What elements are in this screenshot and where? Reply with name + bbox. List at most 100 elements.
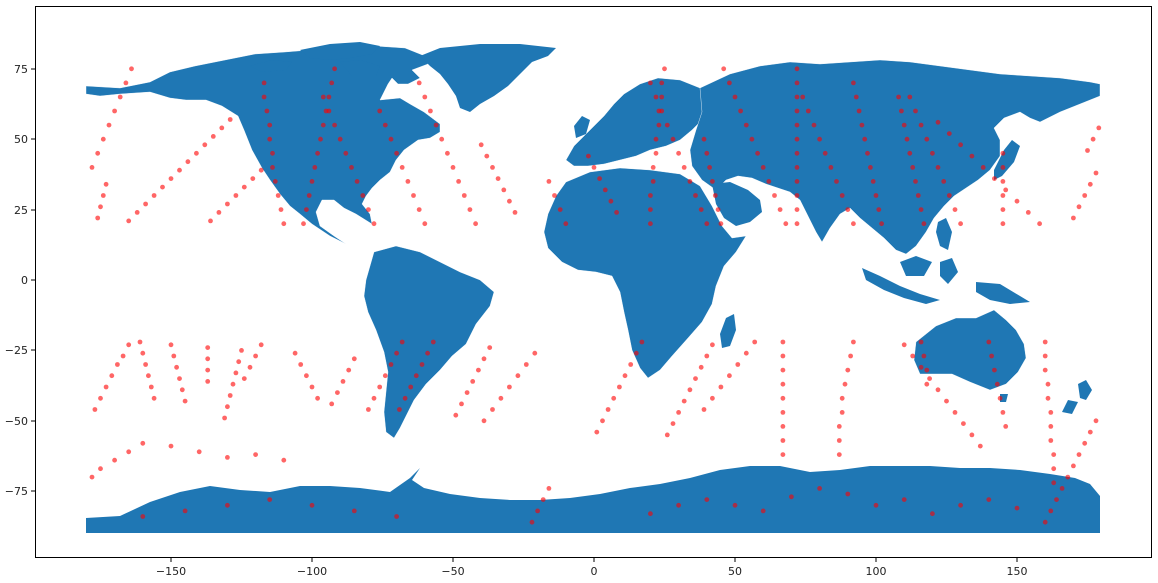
scatter-point xyxy=(848,353,853,359)
scatter-point xyxy=(433,122,439,128)
scatter-point xyxy=(233,370,239,376)
scatter-point xyxy=(648,80,653,86)
scatter-point xyxy=(332,66,337,72)
scatter-point xyxy=(264,108,270,114)
scatter-point xyxy=(873,502,879,508)
scatter-point xyxy=(930,511,935,517)
scatter-point xyxy=(721,66,727,72)
scatter-point xyxy=(205,379,211,384)
scatter-point xyxy=(1042,519,1048,525)
scatter-point xyxy=(146,373,151,379)
scatter-point xyxy=(481,418,487,424)
scatter-point xyxy=(735,362,741,367)
scatter-point xyxy=(1048,508,1054,514)
scatter-point xyxy=(490,165,495,170)
scatter-point xyxy=(309,179,315,184)
scatter-point xyxy=(388,136,394,142)
scatter-point xyxy=(659,80,665,86)
scatter-point xyxy=(320,94,326,100)
scatter-point xyxy=(591,165,597,170)
scatter-point xyxy=(261,94,267,100)
scatter-point xyxy=(794,165,800,170)
scatter-point xyxy=(648,221,653,227)
scatter-point xyxy=(873,193,879,198)
scatter-point xyxy=(143,362,149,367)
scatter-point xyxy=(143,201,149,207)
scatter-point xyxy=(698,364,704,370)
scatter-point xyxy=(529,519,535,525)
scatter-point xyxy=(382,373,388,379)
antarctica-landmass xyxy=(86,466,1100,533)
scatter-point xyxy=(459,401,464,407)
scatter-point xyxy=(952,410,958,415)
scatter-point xyxy=(340,379,346,384)
scatter-point xyxy=(834,179,839,184)
scatter-point xyxy=(653,136,659,142)
scatter-point xyxy=(267,497,273,502)
scatter-point xyxy=(1090,136,1096,142)
scatter-point xyxy=(961,421,966,426)
scatter-point xyxy=(98,395,103,401)
africa-landmass xyxy=(543,167,747,379)
scatter-point xyxy=(428,108,433,114)
scatter-point xyxy=(306,193,312,198)
scatter-point xyxy=(594,429,600,435)
scatter-point xyxy=(738,108,743,114)
scatter-point xyxy=(103,181,109,187)
scatter-point xyxy=(811,122,817,128)
scatter-point xyxy=(670,421,676,426)
scatter-point xyxy=(95,150,101,156)
x-tick-label: 100 xyxy=(866,565,887,578)
scatter-point xyxy=(394,514,399,519)
scatter-point xyxy=(450,165,456,170)
scatter-point xyxy=(851,221,856,227)
scatter-point xyxy=(270,165,275,170)
scatter-point xyxy=(794,207,800,213)
scatter-point xyxy=(907,150,913,156)
scatter-point xyxy=(177,167,182,173)
scatter-point xyxy=(704,353,710,359)
x-tick-label: −150 xyxy=(156,565,186,578)
scatter-point xyxy=(332,122,337,128)
scatter-point xyxy=(915,193,921,198)
scatter-point xyxy=(904,136,910,142)
scatter-point xyxy=(794,221,800,227)
japan-landmass xyxy=(994,140,1020,180)
scatter-point xyxy=(179,387,185,393)
launch-points-layer xyxy=(89,66,1102,525)
scatter-point xyxy=(349,165,354,170)
scatter-point xyxy=(360,193,366,198)
scatter-point xyxy=(148,384,154,390)
scatter-point xyxy=(913,108,918,114)
scatter-point xyxy=(1025,210,1031,215)
scatter-point xyxy=(586,153,591,159)
scatter-point xyxy=(1048,424,1054,429)
y-tick-label: −75 xyxy=(5,485,28,498)
scatter-point xyxy=(992,367,997,373)
scatter-point xyxy=(600,418,605,424)
scatter-point xyxy=(1003,424,1009,429)
scatter-point xyxy=(650,165,656,170)
scatter-point xyxy=(836,424,842,429)
scatter-point xyxy=(219,125,225,131)
scatter-point xyxy=(329,401,335,407)
scatter-point xyxy=(693,376,698,381)
scatter-point xyxy=(507,198,512,204)
scatter-point xyxy=(1093,170,1099,176)
scatter-point xyxy=(805,108,811,114)
scatter-point xyxy=(241,184,247,190)
scatter-point xyxy=(1082,193,1088,198)
scatter-point xyxy=(794,179,800,184)
scatter-point xyxy=(366,407,371,412)
scatter-point xyxy=(329,80,335,86)
scatter-point xyxy=(910,353,916,359)
scatter-point xyxy=(710,179,715,184)
x-tick-label: 150 xyxy=(1007,565,1028,578)
scatter-point xyxy=(958,142,963,148)
scatter-point xyxy=(112,108,117,114)
scatter-point xyxy=(301,221,306,227)
scatter-point xyxy=(225,404,230,410)
scatter-point xyxy=(664,122,670,128)
scatter-point xyxy=(958,502,963,508)
scatter-point xyxy=(743,350,749,356)
